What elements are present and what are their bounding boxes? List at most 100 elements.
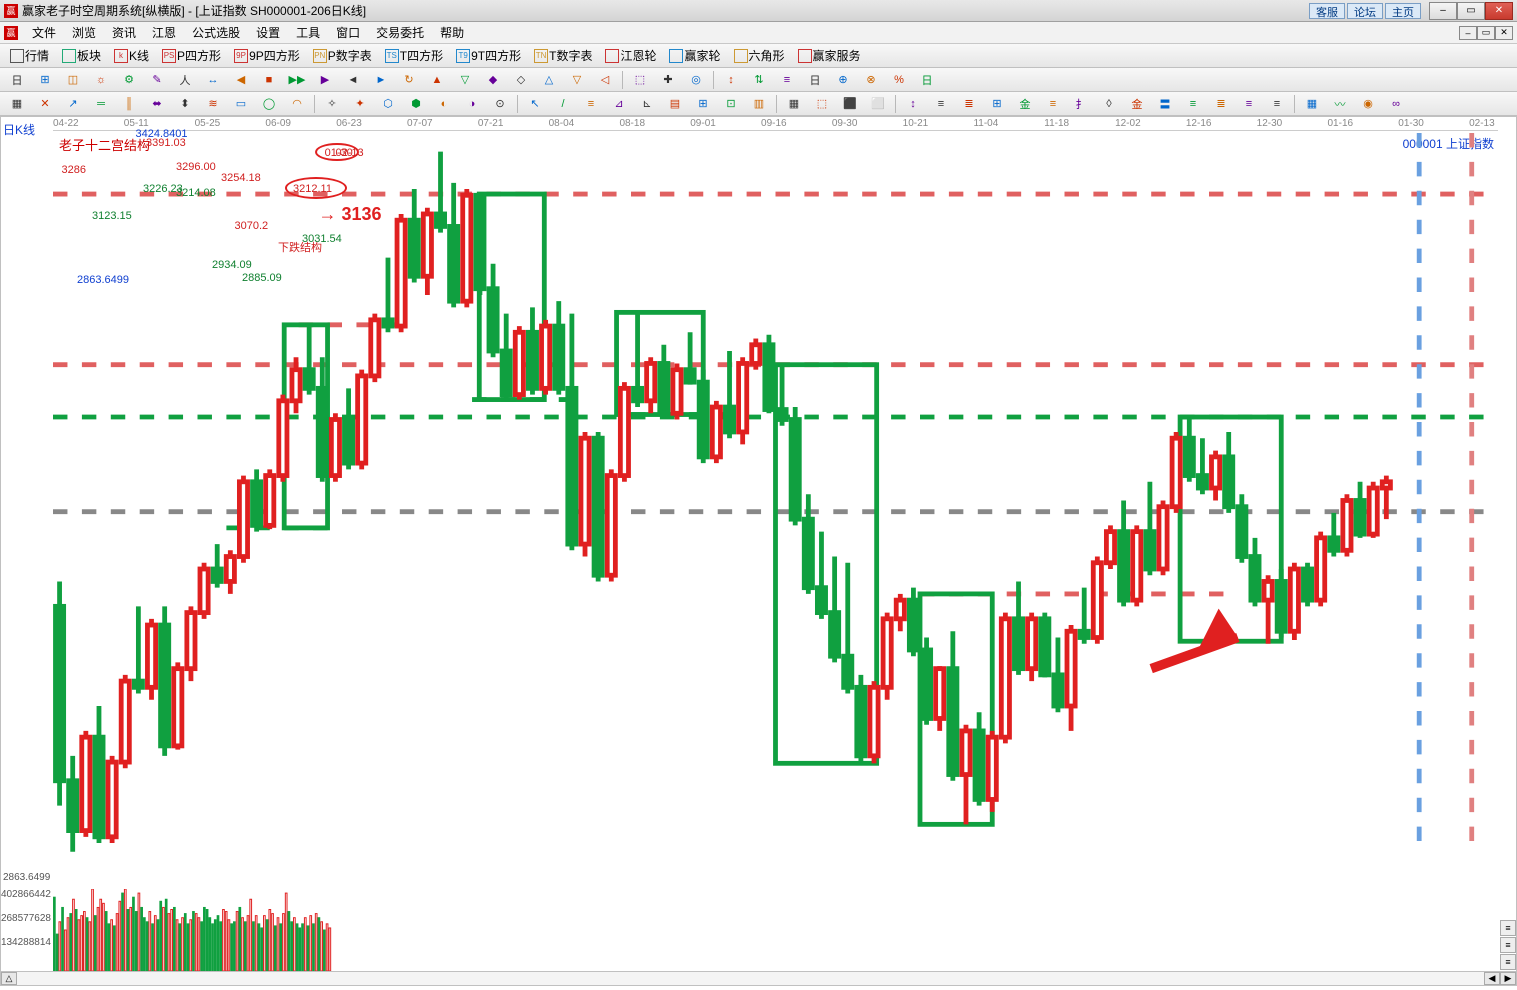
titlebar-link-2[interactable]: 主页	[1385, 3, 1421, 19]
tb3-btn-10[interactable]: ◠	[284, 94, 310, 114]
tb3-btn-30[interactable]: ▦	[781, 94, 807, 114]
candlestick-chart[interactable]	[53, 133, 1498, 856]
tb1-9T四方形[interactable]: T99T四方形	[450, 46, 526, 66]
tb3-btn-35[interactable]: ↕	[900, 94, 926, 114]
tb3-btn-21[interactable]: /	[550, 94, 576, 114]
tb1-9P四方形[interactable]: 9P9P四方形	[228, 46, 305, 66]
tb3-btn-50[interactable]: ▦	[1299, 94, 1325, 114]
tb2-btn-24[interactable]: ✚	[655, 70, 681, 90]
tb3-btn-16[interactable]: ◐	[431, 94, 457, 114]
tb3-btn-13[interactable]: ✦	[347, 94, 373, 114]
scroll-left-button[interactable]: ◀	[1484, 972, 1500, 985]
mdi-restore-button[interactable]: ▭	[1477, 26, 1495, 40]
tb3-btn-27[interactable]: ⊡	[718, 94, 744, 114]
tb3-btn-5[interactable]: ⬌	[144, 94, 170, 114]
mdi-close-button[interactable]: ✕	[1495, 26, 1513, 40]
tb2-btn-19[interactable]: △	[536, 70, 562, 90]
tb3-btn-32[interactable]: ⬛	[837, 94, 863, 114]
tb2-btn-11[interactable]: ▶	[312, 70, 338, 90]
tb3-btn-20[interactable]: ↖	[522, 94, 548, 114]
tb2-btn-8[interactable]: ◀	[228, 70, 254, 90]
tb2-btn-25[interactable]: ◎	[683, 70, 709, 90]
tb2-btn-12[interactable]: ◄	[340, 70, 366, 90]
tb3-btn-48[interactable]: ≡	[1264, 94, 1290, 114]
tb3-btn-22[interactable]: ≡	[578, 94, 604, 114]
menu-1[interactable]: 浏览	[64, 26, 104, 40]
menu-0[interactable]: 文件	[24, 26, 64, 40]
tb2-btn-34[interactable]: 日	[914, 70, 940, 90]
tb2-btn-5[interactable]: ✎	[144, 70, 170, 90]
menu-5[interactable]: 设置	[248, 26, 288, 40]
tb2-btn-7[interactable]: ↔	[200, 70, 226, 90]
tb3-btn-15[interactable]: ⬢	[403, 94, 429, 114]
titlebar-link-1[interactable]: 论坛	[1347, 3, 1383, 19]
tb2-btn-3[interactable]: ☼	[88, 70, 114, 90]
tb2-btn-4[interactable]: ⚙	[116, 70, 142, 90]
tb1-板块[interactable]: 板块	[56, 46, 106, 66]
tb3-btn-9[interactable]: ◯	[256, 94, 282, 114]
tb3-btn-51[interactable]: 〰	[1327, 94, 1353, 114]
tb1-P四方形[interactable]: PSP四方形	[156, 46, 226, 66]
tb2-btn-9[interactable]: ■	[256, 70, 282, 90]
menu-7[interactable]: 窗口	[328, 26, 368, 40]
tb3-btn-25[interactable]: ▤	[662, 94, 688, 114]
tb1-T数字表[interactable]: TNT数字表	[528, 46, 597, 66]
tb3-btn-17[interactable]: ◑	[459, 94, 485, 114]
tb1-P数字表[interactable]: PNP数字表	[307, 46, 377, 66]
tb3-btn-6[interactable]: ⬍	[172, 94, 198, 114]
tb3-btn-37[interactable]: ≣	[956, 94, 982, 114]
tb3-btn-7[interactable]: ≋	[200, 94, 226, 114]
menu-2[interactable]: 资讯	[104, 26, 144, 40]
tb2-btn-31[interactable]: ⊕	[830, 70, 856, 90]
tb2-btn-27[interactable]: ↕	[718, 70, 744, 90]
menu-8[interactable]: 交易委托	[368, 26, 432, 40]
tb1-行情[interactable]: 行情	[4, 46, 54, 66]
tb3-btn-47[interactable]: ≡	[1236, 94, 1262, 114]
tb2-btn-2[interactable]: ◫	[60, 70, 86, 90]
scroll-expand-button[interactable]: △	[1, 972, 17, 985]
menu-3[interactable]: 江恩	[144, 26, 184, 40]
tb2-btn-1[interactable]: ⊞	[32, 70, 58, 90]
tb3-btn-28[interactable]: ▥	[746, 94, 772, 114]
tb3-btn-46[interactable]: ≣	[1208, 94, 1234, 114]
tb2-btn-16[interactable]: ▽	[452, 70, 478, 90]
tb1-江恩轮[interactable]: 江恩轮	[599, 46, 661, 66]
tb3-btn-4[interactable]: ║	[116, 94, 142, 114]
tb2-btn-17[interactable]: ◆	[480, 70, 506, 90]
side-btn-2[interactable]: ≡	[1500, 937, 1516, 953]
tb3-btn-23[interactable]: ⊿	[606, 94, 632, 114]
tb2-btn-28[interactable]: ⇅	[746, 70, 772, 90]
tb3-btn-24[interactable]: ⊾	[634, 94, 660, 114]
tb3-btn-38[interactable]: ⊞	[984, 94, 1010, 114]
tb3-btn-36[interactable]: ≡	[928, 94, 954, 114]
volume-chart[interactable]	[53, 889, 353, 971]
chart-area[interactable]: 日K线 04-2205-1105-2506-0906-2307-0707-210…	[0, 116, 1517, 986]
tb3-btn-33[interactable]: ⬜	[865, 94, 891, 114]
titlebar-link-0[interactable]: 客服	[1309, 3, 1345, 19]
tb3-btn-2[interactable]: ↗	[60, 94, 86, 114]
tb2-btn-20[interactable]: ▽	[564, 70, 590, 90]
close-button[interactable]: ✕	[1485, 2, 1513, 20]
tb3-btn-31[interactable]: ⬚	[809, 94, 835, 114]
minimize-button[interactable]: –	[1429, 2, 1457, 20]
tb2-btn-15[interactable]: ▲	[424, 70, 450, 90]
tb3-btn-43[interactable]: 金	[1124, 94, 1150, 114]
tb2-btn-29[interactable]: ≡	[774, 70, 800, 90]
tb1-T四方形[interactable]: TST四方形	[379, 46, 448, 66]
tb3-btn-12[interactable]: ✧	[319, 94, 345, 114]
side-btn-3[interactable]: ≡	[1500, 954, 1516, 970]
tb1-六角形[interactable]: 六角形	[728, 46, 790, 66]
tb2-btn-6[interactable]: 人	[172, 70, 198, 90]
tb3-btn-41[interactable]: 扌	[1068, 94, 1094, 114]
tb3-btn-0[interactable]: ▦	[4, 94, 30, 114]
tb1-赢家轮[interactable]: 赢家轮	[663, 46, 725, 66]
tb2-btn-30[interactable]: 日	[802, 70, 828, 90]
tb2-btn-18[interactable]: ◇	[508, 70, 534, 90]
tb2-btn-32[interactable]: ⊗	[858, 70, 884, 90]
mdi-minimize-button[interactable]: –	[1459, 26, 1477, 40]
tb1-赢家服务[interactable]: 赢家服务	[792, 46, 866, 66]
bottom-scrollbar[interactable]: △ ◀ ▶	[1, 971, 1516, 985]
tb3-btn-18[interactable]: ⊙	[487, 94, 513, 114]
tb2-btn-23[interactable]: ⬚	[627, 70, 653, 90]
scroll-track[interactable]	[17, 972, 1484, 985]
